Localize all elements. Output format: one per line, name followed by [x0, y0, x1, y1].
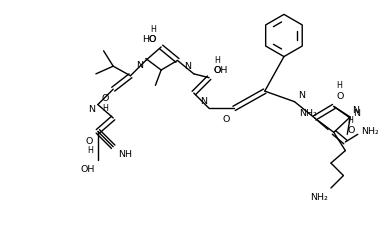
- Text: H: H: [337, 81, 342, 90]
- Text: N: N: [200, 97, 207, 106]
- Text: H: H: [214, 56, 220, 65]
- Text: H: H: [347, 116, 353, 125]
- Text: NH: NH: [118, 150, 132, 159]
- Text: O: O: [347, 126, 355, 135]
- Text: H: H: [102, 104, 108, 113]
- Text: O: O: [101, 94, 108, 103]
- Text: NH₂: NH₂: [310, 193, 328, 202]
- Text: O: O: [337, 92, 344, 101]
- Text: H: H: [150, 25, 156, 34]
- Text: N: N: [184, 62, 191, 71]
- Text: O: O: [223, 115, 230, 124]
- Text: N: N: [353, 109, 360, 118]
- Text: OH: OH: [214, 66, 228, 74]
- Text: N: N: [88, 105, 95, 114]
- Text: H: H: [87, 146, 93, 155]
- Text: NH₂: NH₂: [299, 109, 316, 118]
- Text: N: N: [136, 61, 143, 70]
- Text: O: O: [86, 137, 93, 145]
- Text: HO: HO: [142, 35, 156, 44]
- Text: N: N: [298, 91, 305, 100]
- Text: OH: OH: [81, 165, 95, 174]
- Text: O: O: [149, 35, 156, 44]
- Text: N: N: [352, 106, 359, 115]
- Text: O: O: [214, 66, 221, 74]
- Text: NH₂: NH₂: [361, 127, 378, 136]
